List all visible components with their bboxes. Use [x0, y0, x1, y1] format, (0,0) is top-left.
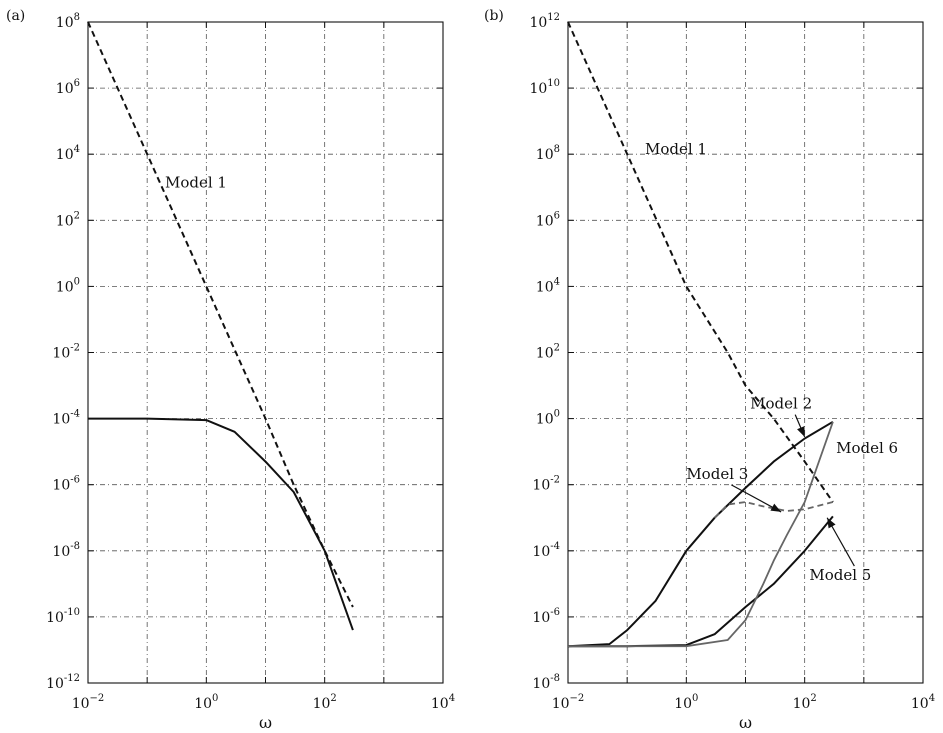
y-tick-label: 10-6 — [52, 475, 80, 494]
annotation-arrow-head — [797, 426, 805, 437]
y-tick-label: 102 — [536, 343, 560, 362]
y-tick-label: 10-2 — [52, 343, 80, 362]
annotation-label: Model 5 — [809, 566, 871, 584]
plot-frame — [87, 21, 444, 684]
panel-label: (a) — [6, 8, 25, 24]
x-tick-label: 10−2 — [72, 693, 105, 712]
x-tick-label: 104 — [911, 693, 935, 712]
annotation-label: Model 1 — [645, 140, 707, 158]
series-line-0 — [87, 21, 354, 608]
plot-frame — [567, 21, 924, 684]
y-tick-label: 1010 — [529, 78, 560, 97]
y-tick-label: 100 — [56, 276, 80, 295]
series-model-1-line — [567, 21, 834, 503]
y-tick-label: 10-4 — [52, 409, 80, 428]
y-tick-label: 108 — [536, 144, 560, 163]
y-tick-label: 10-6 — [532, 607, 560, 626]
y-tick-label: 10-8 — [52, 541, 80, 560]
annotation-label: Model 1 — [165, 173, 227, 191]
series-model-6-line — [568, 421, 834, 648]
y-tick-label: 104 — [56, 144, 80, 163]
y-tick-label: 106 — [56, 78, 80, 97]
panel-a: 10−2 100 102 104 108 106 104 102 100 10-2 10-4 10-6… — [6, 8, 455, 732]
x-tick-label: 100 — [194, 693, 218, 712]
y-tick-label: 10-2 — [532, 475, 560, 494]
annotation-label: Model 3 — [686, 465, 748, 483]
panel-b: 10−2 100 102 104 1012 1010 108 106 104 102 100 10-2… — [484, 8, 935, 732]
y-tick-label: 102 — [56, 210, 80, 229]
x-tick-label: 104 — [431, 693, 455, 712]
series-line-1 — [88, 417, 354, 631]
y-tick-label: 10-8 — [532, 673, 560, 692]
y-tick-label: 108 — [56, 12, 80, 31]
y-tick-label: 10-10 — [46, 607, 80, 626]
y-tick-label: 104 — [536, 276, 560, 295]
x-axis-label: ω — [739, 713, 752, 732]
y-tick-label: 1012 — [529, 12, 560, 31]
annotation-arrow-head — [770, 503, 782, 512]
panel-label: (b) — [484, 8, 504, 24]
x-tick-label: 102 — [793, 693, 817, 712]
x-tick-label: 102 — [313, 693, 337, 712]
series-model-3-line — [713, 501, 834, 519]
y-tick-label: 10-12 — [46, 673, 80, 692]
x-tick-label: 10−2 — [552, 693, 585, 712]
y-tick-label: 10-4 — [532, 541, 560, 560]
x-axis-label: ω — [259, 713, 272, 732]
series-model-2-line — [567, 420, 834, 648]
y-tick-label: 100 — [536, 409, 560, 428]
x-tick-label: 100 — [674, 693, 698, 712]
annotation-arrow-head — [827, 517, 836, 529]
series-model-5-line — [568, 515, 834, 648]
annotation-label: Model 2 — [750, 395, 812, 413]
y-tick-label: 106 — [536, 210, 560, 229]
annotation-label: Model 6 — [836, 439, 898, 457]
